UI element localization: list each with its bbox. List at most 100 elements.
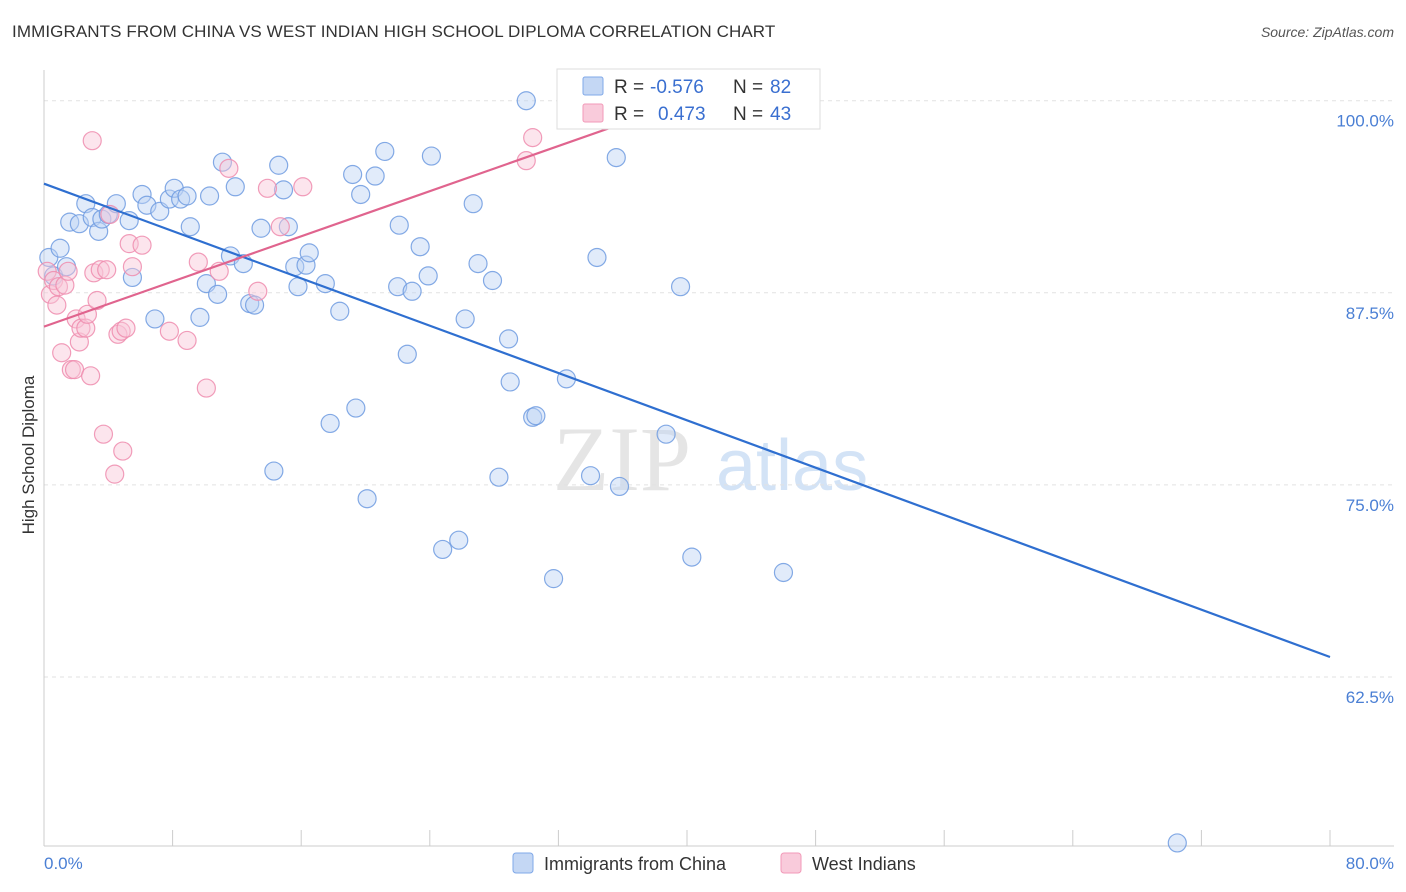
- bottom-legend-label-china: Immigrants from China: [544, 854, 727, 874]
- trend-line-west-indians: [43, 98, 693, 328]
- data-point: [523, 128, 543, 148]
- data-point: [346, 398, 366, 418]
- data-point: [48, 277, 69, 297]
- data-point: [468, 254, 488, 274]
- data-point: [449, 530, 469, 550]
- data-point: [199, 186, 220, 206]
- y-tick-label: 87.5%: [1346, 304, 1394, 323]
- watermark-atlas: atlas: [716, 426, 868, 506]
- data-point: [97, 260, 117, 280]
- data-point: [397, 344, 417, 364]
- data-point: [455, 309, 475, 329]
- data-point: [177, 330, 197, 351]
- data-point: [433, 539, 453, 560]
- data-point: [113, 441, 133, 461]
- data-point: [180, 217, 200, 237]
- bottom-legend-swatch-west-indians: [780, 852, 802, 874]
- data-point: [82, 131, 102, 151]
- data-point: [132, 184, 152, 205]
- y-tick-label: 100.0%: [1336, 112, 1394, 131]
- data-point: [293, 177, 313, 197]
- data-point: [299, 243, 319, 263]
- data-point: [278, 217, 298, 237]
- legend-n-value-west-indians: 43: [770, 104, 791, 125]
- legend-n-label-china: N =: [733, 77, 763, 98]
- data-point: [89, 221, 109, 241]
- data-point: [418, 266, 438, 286]
- data-point: [81, 366, 101, 386]
- legend-n-label-west-indians: N =: [733, 104, 763, 125]
- data-point: [273, 180, 294, 200]
- watermark: ZIP atlas: [553, 408, 868, 510]
- data-point: [320, 413, 340, 434]
- data-point: [145, 309, 165, 329]
- data-point: [188, 252, 208, 272]
- data-point: [498, 329, 519, 349]
- series-legend: Immigrants from China West Indians: [512, 852, 916, 874]
- data-point: [389, 215, 409, 235]
- data-point: [1167, 833, 1187, 853]
- data-point: [523, 407, 543, 427]
- legend-r-label-china: R =: [614, 77, 644, 98]
- data-point: [357, 489, 377, 509]
- data-point: [421, 146, 442, 166]
- data-point: [410, 237, 430, 257]
- data-point: [489, 467, 509, 487]
- y-tick-label: 75.0%: [1346, 496, 1394, 515]
- data-point: [196, 378, 216, 398]
- data-point: [50, 238, 70, 258]
- data-point: [270, 217, 290, 237]
- data-point: [482, 270, 503, 291]
- data-point: [219, 158, 239, 178]
- data-point: [773, 562, 794, 583]
- data-point: [351, 184, 371, 205]
- data-point: [330, 301, 350, 321]
- data-point: [587, 247, 607, 268]
- data-point: [402, 281, 422, 301]
- data-point: [365, 166, 385, 186]
- data-point: [93, 424, 114, 444]
- series-west-indians: [37, 128, 543, 484]
- series-immigrants-from-china: [39, 91, 1187, 853]
- data-point: [609, 476, 630, 497]
- y-tick-labels: 62.5% 75.0% 87.5% 100.0%: [1336, 112, 1394, 707]
- data-point: [248, 281, 268, 301]
- y-tick-label: 62.5%: [1346, 688, 1394, 707]
- data-point: [463, 194, 483, 214]
- bottom-legend-label-west-indians: West Indians: [812, 854, 916, 874]
- source-credit: Source: ZipAtlas.com: [1260, 24, 1394, 40]
- data-point: [52, 343, 72, 363]
- data-point: [670, 277, 691, 297]
- data-point: [606, 147, 626, 168]
- data-point: [375, 141, 395, 162]
- x-tick-label-min: 0.0%: [44, 854, 83, 873]
- data-point: [76, 318, 96, 338]
- data-point: [122, 267, 143, 288]
- legend-n-value-china: 82: [770, 77, 791, 98]
- data-point: [526, 406, 546, 426]
- data-point: [58, 261, 78, 281]
- x-ticks: [43, 830, 1331, 846]
- data-point: [208, 284, 228, 304]
- bottom-legend-swatch-china: [512, 852, 534, 874]
- data-point: [47, 295, 67, 315]
- data-point: [264, 461, 284, 481]
- data-point: [60, 212, 80, 232]
- y-axis-label: High School Diploma: [19, 375, 38, 534]
- data-point: [516, 91, 536, 111]
- trend-lines: [43, 98, 1331, 659]
- data-point: [500, 372, 520, 392]
- data-point: [656, 424, 676, 444]
- data-point: [64, 360, 85, 380]
- trend-line-china: [43, 182, 1331, 659]
- legend-swatch-china: [582, 76, 604, 96]
- legend-r-value-china: -0.576: [650, 77, 704, 98]
- legend-r-label-west-indians: R =: [614, 104, 644, 125]
- data-point: [177, 186, 197, 206]
- data-point: [116, 318, 136, 338]
- data-point: [251, 218, 271, 238]
- data-point: [87, 290, 107, 311]
- data-point: [90, 260, 110, 280]
- data-point: [257, 178, 278, 198]
